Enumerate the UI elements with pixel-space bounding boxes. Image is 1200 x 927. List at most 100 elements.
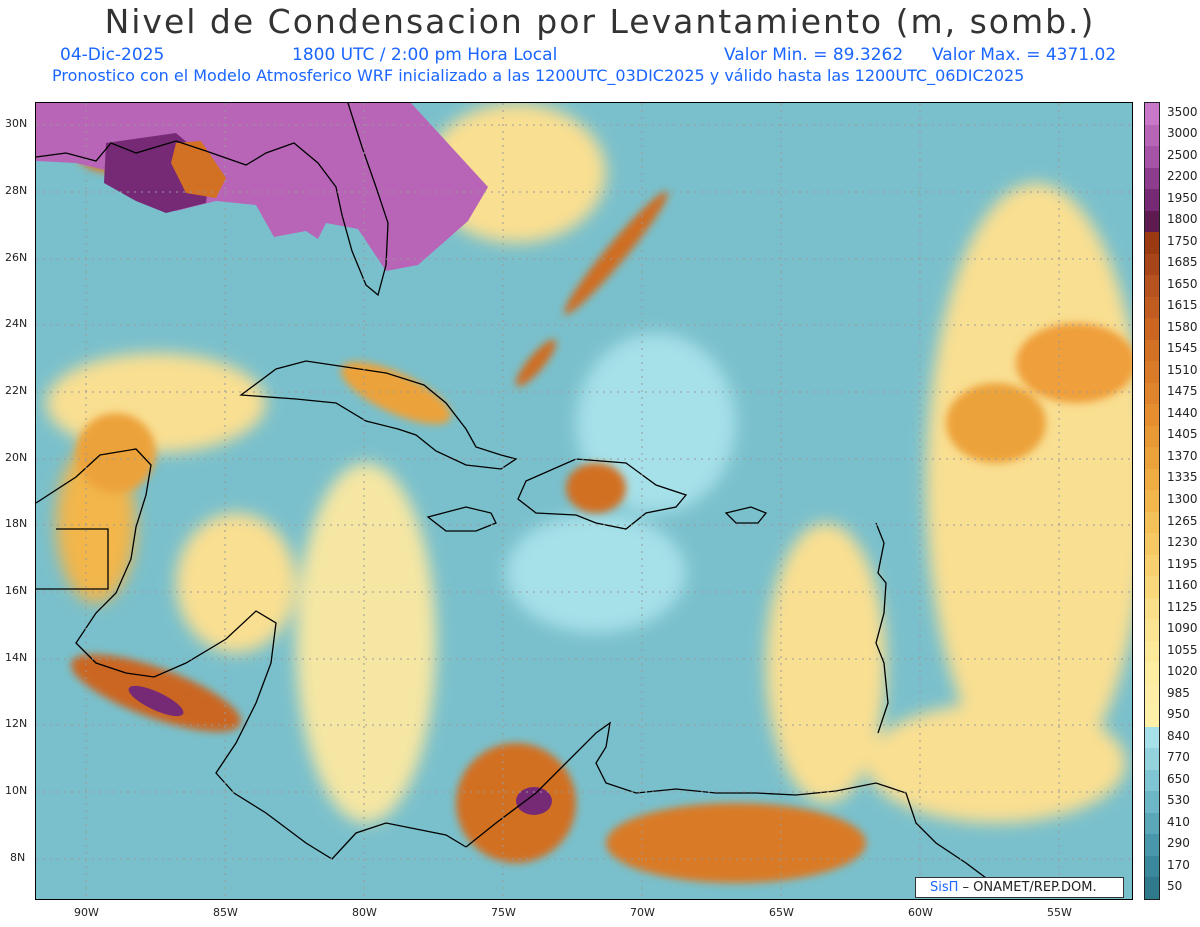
colorbar-label: 985 [1167, 685, 1190, 700]
colorbar-label: 530 [1167, 793, 1190, 808]
colorbar-label: 770 [1167, 750, 1190, 765]
lon-label: 55W [1047, 906, 1072, 919]
colorbar-label: 1685 [1167, 255, 1198, 270]
lon-label: 80W [352, 906, 377, 919]
lat-label: 10N [5, 784, 28, 797]
colorbar-label: 1090 [1167, 621, 1198, 636]
lcl-warm-region [171, 141, 226, 198]
colorbar-label: 50 [1167, 879, 1183, 894]
colorbar-swatch [1145, 619, 1159, 642]
forecast-map [35, 102, 1133, 900]
colorbar-label: 840 [1167, 728, 1190, 743]
lon-label: 60W [908, 906, 933, 919]
colorbar-swatch [1145, 705, 1159, 728]
colorbar-label: 1300 [1167, 492, 1198, 506]
colorbar-label: 950 [1167, 707, 1190, 722]
colorbar-label: 1125 [1167, 599, 1198, 614]
colorbar-swatch [1145, 490, 1159, 513]
colorbar-label: 2200 [1167, 169, 1198, 184]
colorbar-label: 3500 [1167, 104, 1198, 119]
max-value: Valor Max. = 4371.02 [932, 45, 1117, 65]
colorbar-label: 3000 [1167, 126, 1198, 141]
lon-label: 70W [630, 906, 655, 919]
lat-label: 28N [5, 184, 28, 197]
lat-label: 14N [5, 651, 28, 664]
colorbar-swatch [1145, 533, 1159, 556]
lon-label: 75W [491, 906, 516, 919]
colorbar-swatch [1145, 339, 1159, 362]
colorbar-label: 290 [1167, 836, 1190, 851]
colorbar-swatch [1145, 597, 1159, 620]
colorbar-label: 1160 [1167, 578, 1198, 593]
colorbar-swatch [1145, 232, 1159, 255]
colorbar-swatch [1145, 791, 1159, 814]
colorbar-swatch [1145, 318, 1159, 341]
credit-text: – ONAMET/REP.DOM. [958, 880, 1097, 895]
colorbar-label: 1440 [1167, 405, 1198, 420]
colorbar-swatch [1145, 189, 1159, 212]
map-canvas [36, 103, 1132, 899]
lat-label: 30N [5, 117, 28, 130]
colorbar-swatch [1145, 447, 1159, 470]
colorbar-swatch [1145, 124, 1159, 147]
lat-label: 24N [5, 317, 28, 330]
colorbar-label: 1020 [1167, 664, 1198, 679]
colorbar-label: 1475 [1167, 384, 1198, 399]
colorbar-swatch [1145, 275, 1159, 298]
graticule [36, 103, 1132, 899]
colorbar-label: 2500 [1167, 147, 1198, 162]
colorbar-swatch [1145, 210, 1159, 233]
colorbar-swatch [1145, 726, 1159, 749]
colorbar-label: 1055 [1167, 642, 1198, 657]
lat-label: 16N [5, 584, 28, 597]
colorbar-swatch [1145, 834, 1159, 857]
colorbar-swatch [1145, 640, 1159, 663]
colorbar-label: 1370 [1167, 448, 1198, 463]
colorbar-swatch [1145, 662, 1159, 685]
colorbar-swatch [1145, 146, 1159, 169]
colorbar-label: 650 [1167, 771, 1190, 786]
colorbar-label: 1650 [1167, 276, 1198, 291]
colorbar-label: 1230 [1167, 535, 1198, 550]
colorbar-swatch [1145, 404, 1159, 427]
colorbar-label: 1405 [1167, 427, 1198, 442]
colorbar-label: 170 [1167, 857, 1190, 872]
colorbar-swatch [1145, 812, 1159, 835]
colorbar-label: 1750 [1167, 233, 1198, 248]
colorbar-swatch [1145, 425, 1159, 448]
lon-label: 90W [74, 906, 99, 919]
colorbar-swatch [1145, 877, 1159, 900]
colorbar-swatch [1145, 253, 1159, 276]
lat-label: 26N [5, 251, 28, 264]
colorbar-swatch [1145, 468, 1159, 491]
colorbar-swatch [1145, 296, 1159, 319]
lon-label: 85W [213, 906, 238, 919]
forecast-time: 1800 UTC / 2:00 pm Hora Local [292, 45, 558, 65]
colorbar-label: 1545 [1167, 341, 1198, 356]
colorbar-swatch [1145, 855, 1159, 878]
colorbar-swatch [1145, 382, 1159, 405]
lat-label: 20N [5, 451, 28, 464]
colorbar-label: 1195 [1167, 556, 1198, 571]
lat-label: 8N [10, 851, 26, 864]
colorbar-label: 1335 [1167, 470, 1198, 485]
colorbar-swatch [1145, 769, 1159, 792]
lat-label: 18N [5, 517, 28, 530]
colorbar-label: 410 [1167, 814, 1190, 829]
lat-label: 22N [5, 384, 28, 397]
credit-box: SisΠ – ONAMET/REP.DOM. [915, 877, 1124, 898]
lcl-max-spot [128, 685, 184, 717]
lat-label: 12N [5, 717, 28, 730]
min-value: Valor Min. = 89.3262 [724, 45, 904, 65]
colorbar-label: 1265 [1167, 513, 1198, 528]
colorbar-swatch [1145, 103, 1159, 125]
colorbar [1144, 102, 1160, 900]
lcl-field-light [46, 103, 1132, 823]
map-title: Nivel de Condensacion por Levantamiento … [104, 2, 1096, 41]
colorbar-swatch [1145, 554, 1159, 577]
lon-label: 65W [769, 906, 794, 919]
lcl-max-spot [516, 787, 552, 815]
colorbar-swatch [1145, 511, 1159, 534]
colorbar-swatch [1145, 683, 1159, 706]
credit-brand: SisΠ [930, 880, 959, 895]
